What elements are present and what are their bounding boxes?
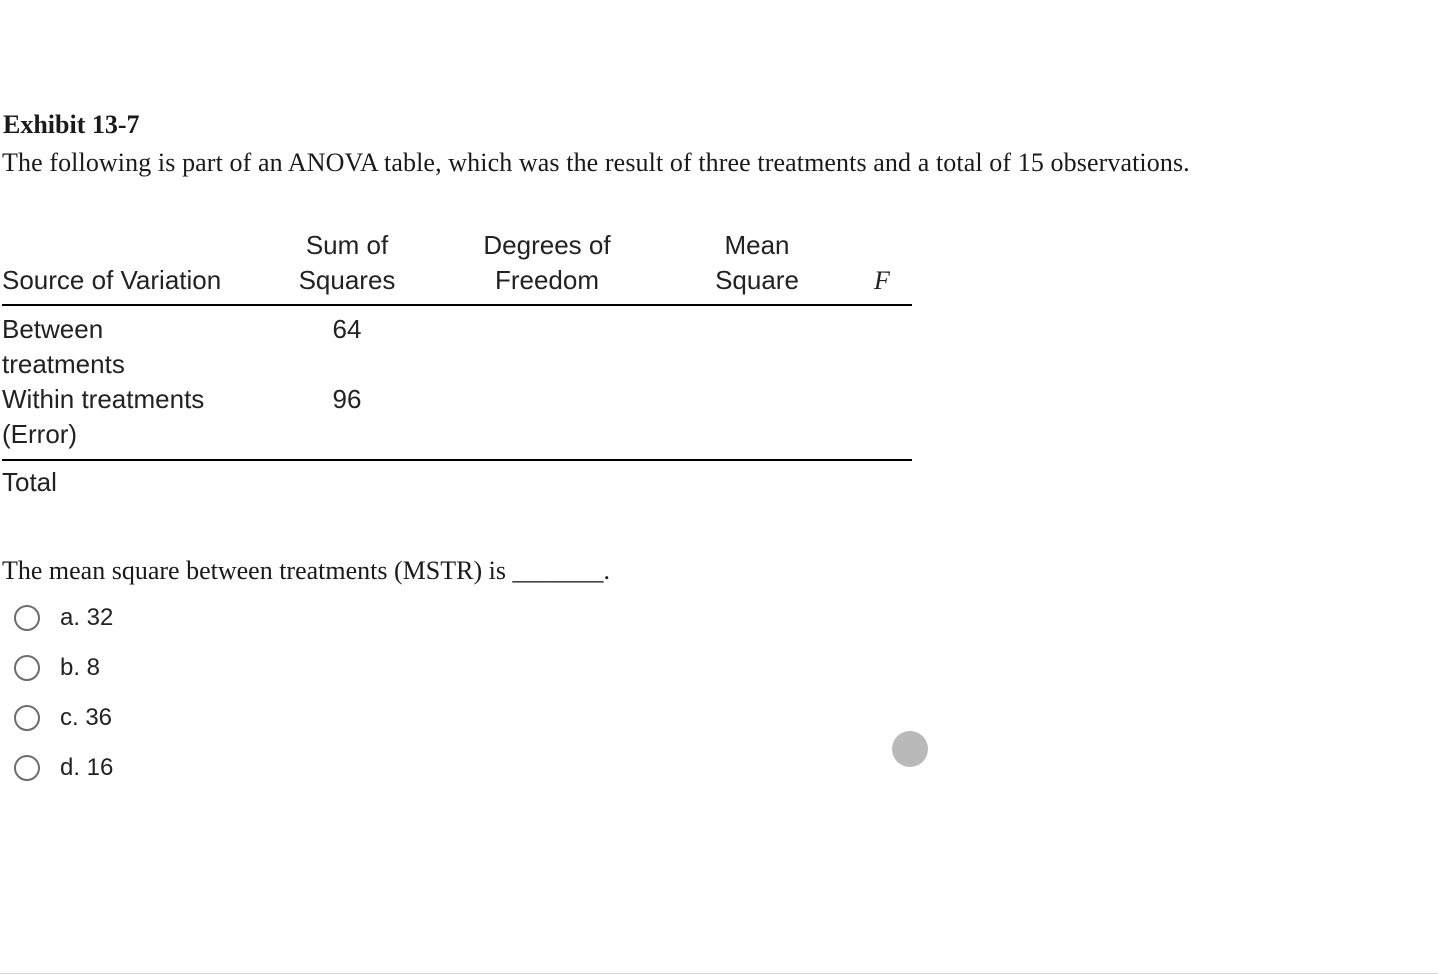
within-line2: (Error)	[2, 419, 77, 449]
header-df-line1: Degrees of	[483, 230, 610, 260]
radio-icon[interactable]	[14, 705, 40, 731]
table-row: Between treatments 64	[2, 305, 912, 382]
cell-between-source: Between treatments	[2, 305, 262, 382]
anova-table: Source of Variation Sum of Squares Degre…	[2, 228, 912, 500]
question-page: Exhibit 13-7 The following is part of an…	[0, 0, 1438, 974]
exhibit-intro: The following is part of an ANOVA table,…	[2, 148, 1438, 178]
radio-icon[interactable]	[14, 605, 40, 631]
option-a[interactable]: a. 32	[14, 604, 1438, 632]
cell-between-ms	[662, 305, 852, 382]
header-f-text: F	[874, 266, 890, 295]
option-label: c. 36	[60, 704, 112, 732]
question-text: The mean square between treatments (MSTR…	[2, 556, 1438, 586]
between-line1: Between	[2, 314, 103, 344]
within-line1: Within treatments	[2, 384, 204, 414]
header-source-text: Source of Variation	[2, 265, 221, 295]
cell-total-source: Total	[2, 460, 262, 500]
cell-between-ss: 64	[262, 305, 432, 382]
header-ss-line1: Sum of	[306, 230, 388, 260]
header-df-line2: Freedom	[495, 265, 599, 295]
header-ms-line1: Mean	[724, 230, 789, 260]
cell-total-df	[432, 460, 662, 500]
option-d[interactable]: d. 16	[14, 754, 1438, 782]
option-b[interactable]: b. 8	[14, 654, 1438, 682]
between-line2: treatments	[2, 349, 125, 379]
header-ms-line2: Square	[715, 265, 799, 295]
table-header-row: Source of Variation Sum of Squares Degre…	[2, 228, 912, 305]
gray-dot-decoration	[892, 731, 928, 767]
cell-total-ms	[662, 460, 852, 500]
cell-total-ss	[262, 460, 432, 500]
cell-within-f	[852, 382, 912, 459]
cell-between-f	[852, 305, 912, 382]
cell-between-df	[432, 305, 662, 382]
col-header-f: F	[852, 228, 912, 305]
cell-within-ms	[662, 382, 852, 459]
exhibit-title: Exhibit 13-7	[3, 110, 1438, 140]
cell-within-df	[432, 382, 662, 459]
option-label: a. 32	[60, 604, 113, 632]
table-row: Within treatments (Error) 96	[2, 382, 912, 459]
cell-total-f	[852, 460, 912, 500]
options-group: a. 32 b. 8 c. 36 d. 16	[14, 604, 1438, 782]
header-ss-line2: Squares	[299, 265, 396, 295]
option-label: d. 16	[60, 754, 113, 782]
radio-icon[interactable]	[14, 655, 40, 681]
option-c[interactable]: c. 36	[14, 704, 1438, 732]
option-label: b. 8	[60, 654, 100, 682]
col-header-ss: Sum of Squares	[262, 228, 432, 305]
col-header-ms: Mean Square	[662, 228, 852, 305]
table-row: Total	[2, 460, 912, 500]
cell-within-source: Within treatments (Error)	[2, 382, 262, 459]
radio-icon[interactable]	[14, 755, 40, 781]
col-header-source: Source of Variation	[2, 228, 262, 305]
col-header-df: Degrees of Freedom	[432, 228, 662, 305]
cell-within-ss: 96	[262, 382, 432, 459]
